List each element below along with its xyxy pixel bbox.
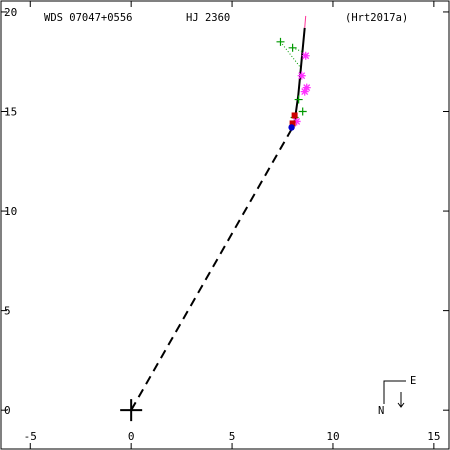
discoverer-label: HJ 2360 xyxy=(186,12,230,24)
square-marker xyxy=(291,112,298,119)
compass-frame xyxy=(383,380,406,404)
square-marker xyxy=(289,120,296,127)
star-marker xyxy=(292,117,301,126)
y-tick-label: 15 xyxy=(4,106,17,119)
star-marker xyxy=(301,51,310,60)
y-tick-label: 5 xyxy=(4,305,11,318)
primary-star-marker xyxy=(120,399,143,422)
residual-line xyxy=(280,41,302,69)
orbit-arc-tail xyxy=(304,15,307,28)
y-tick-label: 0 xyxy=(4,404,11,417)
compass-arrow-icon xyxy=(397,392,405,408)
y-tick-label: 20 xyxy=(4,6,17,19)
circle-marker xyxy=(288,124,295,131)
star-marker xyxy=(302,83,311,92)
compass-east-label: E xyxy=(410,375,416,387)
x-tick-label: 5 xyxy=(229,430,236,443)
x-tick-label: 0 xyxy=(128,430,135,443)
residual-line xyxy=(292,47,303,53)
plus-marker xyxy=(294,95,303,104)
plus-marker xyxy=(298,107,307,116)
x-tick-label: 15 xyxy=(427,430,440,443)
orbit-lines xyxy=(120,15,307,422)
plus-marker xyxy=(276,37,285,46)
star-marker xyxy=(297,71,306,80)
wds-id-label: WDS 07047+0556 xyxy=(44,12,133,24)
observation-markers xyxy=(276,37,311,131)
reference-label: (Hrt2017a) xyxy=(345,12,408,24)
compass-north-label: N xyxy=(378,405,384,417)
star-marker xyxy=(300,87,309,96)
plus-marker xyxy=(288,43,297,52)
node-line-dashed xyxy=(130,126,294,411)
compass: E N xyxy=(378,375,416,417)
y-tick-label: 10 xyxy=(4,205,17,218)
x-tick-label: 10 xyxy=(326,430,339,443)
x-tick-label: -5 xyxy=(24,430,37,443)
